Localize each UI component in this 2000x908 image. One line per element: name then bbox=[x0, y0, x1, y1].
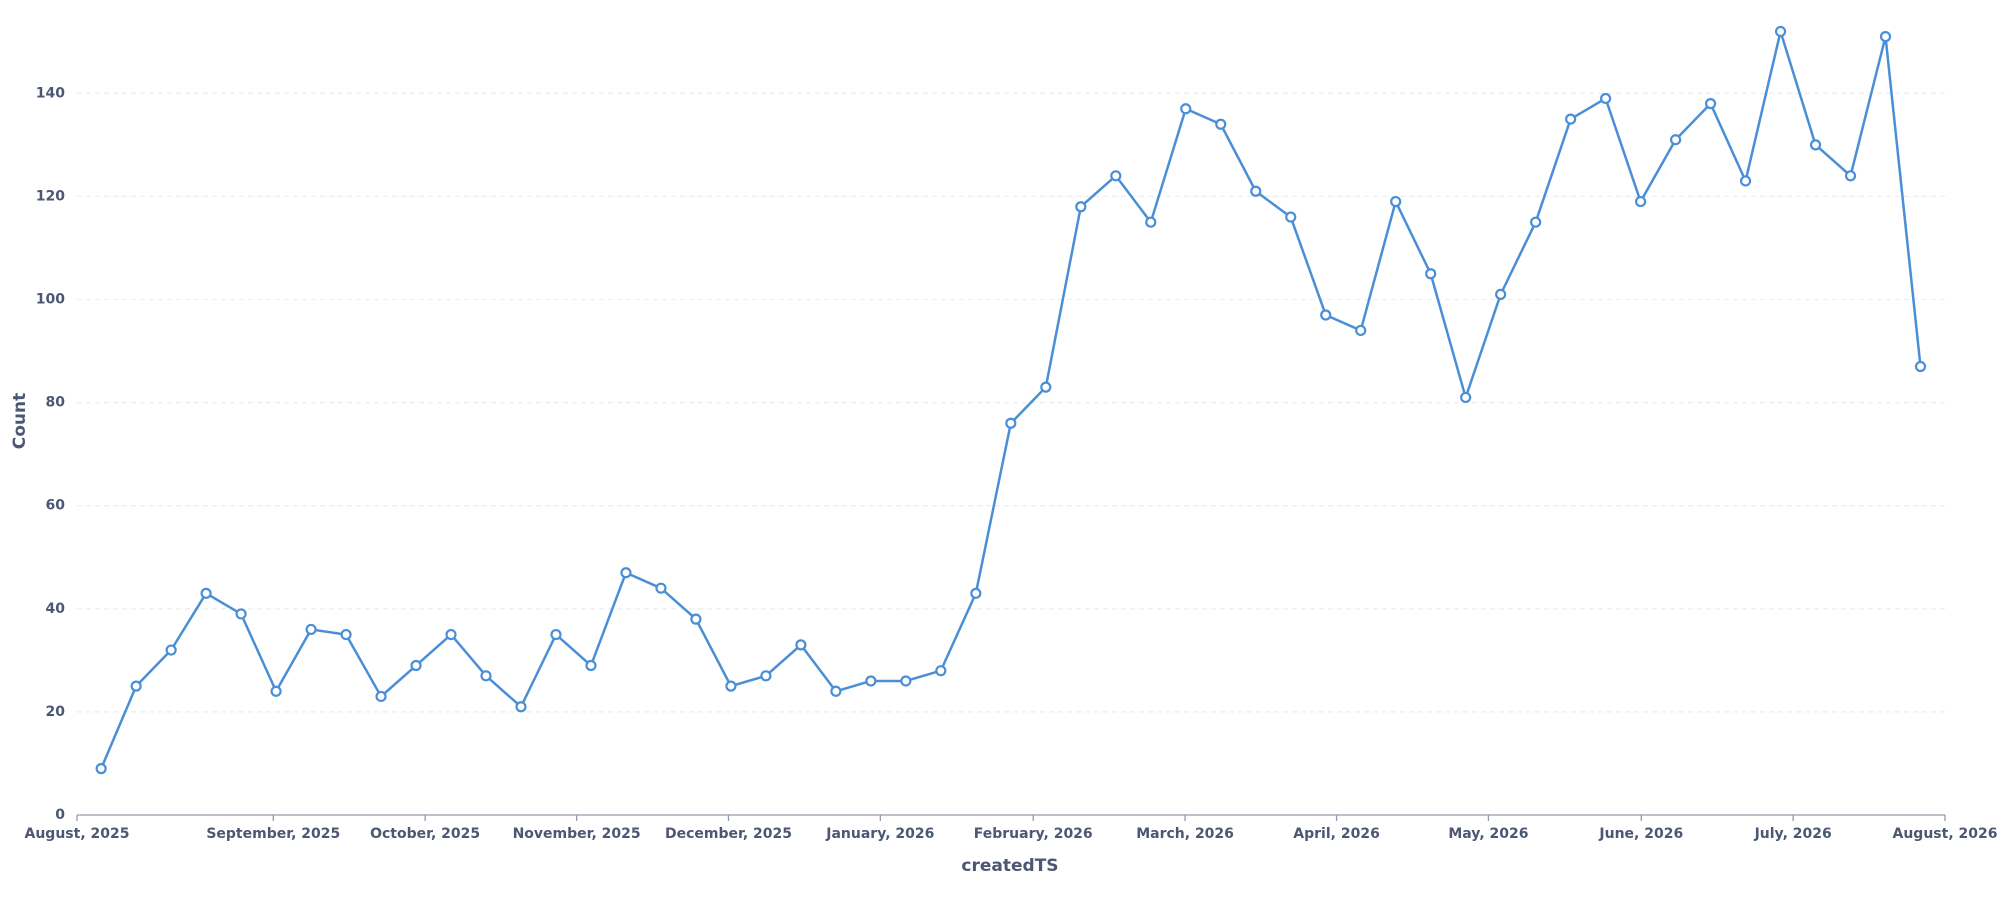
x-tick-label: December, 2025 bbox=[665, 826, 792, 842]
data-point bbox=[1669, 134, 1682, 146]
x-tick-label: April, 2026 bbox=[1293, 826, 1380, 842]
x-axis-title: createdTS bbox=[961, 856, 1058, 876]
x-tick-label: July, 2026 bbox=[1754, 826, 1832, 842]
y-axis-title: Count bbox=[10, 393, 30, 450]
y-tick-label: 140 bbox=[36, 85, 65, 101]
data-point bbox=[1704, 98, 1717, 110]
y-tick-label: 60 bbox=[46, 498, 66, 514]
data-point bbox=[1075, 201, 1087, 213]
data-point bbox=[690, 613, 702, 625]
data-point bbox=[1285, 211, 1297, 223]
x-tick-label: May, 2026 bbox=[1448, 826, 1528, 842]
data-point bbox=[1635, 195, 1647, 208]
data-point bbox=[1250, 185, 1262, 197]
data-point bbox=[1390, 195, 1402, 208]
data-point bbox=[1215, 118, 1227, 130]
data-point bbox=[1844, 170, 1857, 182]
data-point bbox=[165, 644, 177, 656]
data-point bbox=[970, 587, 982, 599]
data-point bbox=[1809, 139, 1822, 151]
data-point bbox=[1145, 216, 1157, 228]
x-tick-label: October, 2025 bbox=[370, 826, 480, 842]
data-point bbox=[200, 587, 212, 599]
data-point bbox=[480, 670, 492, 682]
data-point bbox=[445, 628, 457, 641]
data-point bbox=[1320, 309, 1332, 321]
x-tick-label: June, 2026 bbox=[1598, 826, 1683, 842]
y-tick-label: 100 bbox=[36, 292, 65, 308]
data-point bbox=[270, 685, 282, 697]
data-point bbox=[1005, 417, 1017, 429]
x-tick-label: August, 2025 bbox=[25, 826, 130, 842]
data-point bbox=[795, 639, 807, 651]
y-tick-label: 80 bbox=[46, 395, 66, 411]
x-tick-label: September, 2025 bbox=[206, 826, 340, 842]
y-tick-label: 0 bbox=[55, 807, 65, 823]
data-point bbox=[130, 680, 142, 692]
data-point bbox=[725, 680, 737, 692]
data-point bbox=[1600, 92, 1612, 105]
data-line bbox=[99, 30, 1922, 770]
data-point bbox=[1460, 391, 1472, 404]
y-tick-label: 120 bbox=[36, 188, 65, 204]
x-tick-label: November, 2025 bbox=[513, 826, 641, 842]
y-tick-label: 40 bbox=[46, 601, 66, 617]
y-tick-label: 20 bbox=[46, 704, 66, 720]
data-point bbox=[1739, 175, 1752, 187]
data-point bbox=[1495, 288, 1507, 300]
data-point bbox=[900, 675, 912, 687]
x-tick-label: March, 2026 bbox=[1136, 826, 1234, 842]
data-point bbox=[655, 582, 667, 594]
data-point bbox=[1530, 216, 1542, 228]
data-point bbox=[1879, 31, 1892, 43]
data-point bbox=[760, 670, 772, 682]
data-point bbox=[1180, 103, 1192, 115]
data-point bbox=[550, 628, 562, 641]
data-point bbox=[1565, 113, 1577, 125]
data-point bbox=[830, 685, 842, 697]
data-point bbox=[585, 659, 597, 672]
data-point bbox=[1110, 170, 1122, 182]
x-tick-label: August, 2026 bbox=[1893, 826, 1998, 842]
data-point bbox=[1355, 324, 1367, 337]
x-tick-label: February, 2026 bbox=[974, 826, 1093, 842]
data-point bbox=[620, 567, 632, 579]
data-point bbox=[305, 623, 317, 636]
data-point bbox=[1425, 268, 1437, 280]
data-point bbox=[235, 608, 247, 620]
data-point bbox=[410, 659, 422, 672]
x-tick-label: January, 2026 bbox=[825, 826, 934, 842]
data-point bbox=[1040, 381, 1052, 393]
data-point bbox=[865, 675, 877, 687]
data-point bbox=[340, 628, 352, 641]
data-point bbox=[935, 665, 947, 677]
data-point bbox=[95, 763, 107, 775]
data-point bbox=[375, 690, 387, 703]
data-point bbox=[515, 701, 527, 713]
data-point bbox=[1914, 360, 1927, 373]
data-point bbox=[1774, 25, 1787, 38]
